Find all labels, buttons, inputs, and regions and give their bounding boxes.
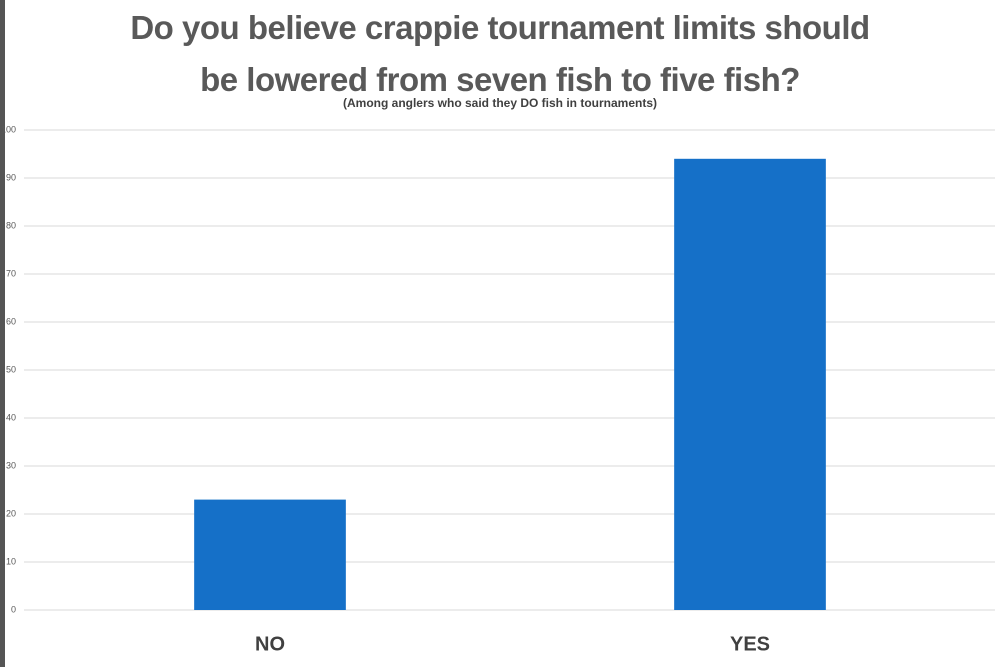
y-tick-label: 70	[6, 268, 16, 278]
y-tick-label: 90	[6, 172, 16, 182]
y-tick-label: 50	[6, 364, 16, 374]
y-tick-label: 30	[6, 460, 16, 470]
y-tick-label: 10	[6, 556, 16, 566]
y-tick-label: 100	[1, 124, 16, 134]
chart-title: Do you believe crappie tournament limits…	[130, 9, 870, 98]
y-tick-label: 20	[6, 508, 16, 518]
x-tick-label: NO	[255, 633, 285, 655]
y-tick-label: 0	[11, 604, 16, 614]
x-tick-label: YES	[730, 633, 770, 655]
chart-subtitle: (Among anglers who said they DO fish in …	[343, 96, 657, 110]
y-tick-label: 60	[6, 316, 16, 326]
y-tick-label: 80	[6, 220, 16, 230]
left-border	[0, 0, 5, 667]
bar	[674, 158, 826, 611]
y-tick-label: 40	[6, 412, 16, 422]
bar	[194, 499, 346, 610]
